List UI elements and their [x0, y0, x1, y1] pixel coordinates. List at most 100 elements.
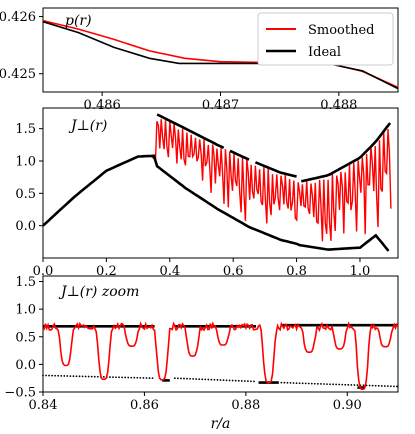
zoom-ytick-label: 0.0	[15, 358, 36, 373]
zoom-ideal-dot	[109, 376, 111, 378]
zoom-ideal-dot	[320, 383, 322, 385]
zoom-xtick-label: 0.88	[231, 398, 260, 413]
zoom-ideal-dot	[383, 385, 386, 387]
zoom-ideal-dot	[72, 375, 75, 378]
zoom-ideal-dot	[283, 381, 286, 384]
current-xtick-label: 0.0	[33, 264, 54, 279]
pressure-ytick-label: 0.426	[0, 10, 36, 25]
zoom-ideal-dot	[310, 382, 313, 385]
zoom-ideal-dot	[75, 375, 78, 378]
zoom-ideal-dot	[329, 383, 331, 386]
zoom-ideal-dot	[87, 375, 90, 378]
pressure-ticks: 0.486 0.487 0.488 0.425 0.426	[0, 10, 357, 113]
zoom-ideal-dot	[69, 375, 72, 378]
zoom-ideal-dot	[338, 383, 341, 386]
zoom-ideal-dot	[386, 385, 389, 388]
zoom-ideal-dot	[145, 377, 148, 379]
zoom-ytick-label: 1.5	[15, 275, 36, 290]
zoom-ideal-dot	[362, 384, 365, 387]
zoom-ideal-dot	[246, 380, 249, 383]
zoom-ideal-dot	[139, 376, 142, 379]
zoom-ideal-dot	[186, 377, 188, 380]
zoom-ideal-dot	[219, 379, 222, 381]
zoom-xtick-label: 0.90	[333, 398, 362, 413]
zoom-ideal-dot	[390, 385, 392, 388]
zoom-ideal-dot	[353, 384, 356, 386]
zoom-ideal-dot	[66, 375, 69, 377]
zoom-ideal-dot	[313, 382, 316, 385]
zoom-ideal-dot	[127, 376, 130, 379]
legend-ideal-label: Ideal	[308, 45, 341, 60]
zoom-ideal-dot	[231, 379, 234, 382]
zoom-ideal-dot	[216, 379, 219, 381]
pressure-plot-area	[42, 19, 399, 90]
zoom-ideal-dot	[189, 377, 191, 380]
current-ticks: 0.0 0.2 0.4 0.6 0.8 1.0 0.0 0.5 1.0 1.5	[15, 122, 370, 279]
pressure-panel-label: p(r)	[65, 13, 92, 29]
current-ideal-upper-segment	[301, 122, 392, 183]
zoom-ideal-dot	[48, 374, 50, 377]
zoom-ideal-dot	[142, 377, 145, 379]
current-ytick-label: 0.0	[15, 219, 36, 234]
zoom-ideal-dot	[250, 380, 252, 383]
zoom-ideal-dot	[380, 385, 383, 387]
zoom-ideal-dot	[332, 383, 334, 386]
zoom-ideal-dot	[151, 377, 154, 380]
x-axis-label: r/a	[211, 416, 231, 432]
current-plot-area	[42, 113, 392, 252]
current-ideal-lower-branch	[42, 154, 390, 252]
zoom-xtick-label: 0.86	[130, 398, 159, 413]
zoom-ideal-dot	[201, 378, 204, 381]
zoom-ideal-dot	[93, 375, 96, 378]
zoom-ideal-dot	[301, 382, 304, 385]
zoom-ideal-dot	[173, 377, 176, 380]
zoom-ytick-label: 1.0	[15, 303, 36, 318]
zoom-plot-area	[42, 321, 399, 391]
pressure-xtick-label: 0.487	[202, 98, 239, 113]
zoom-ideal-dot	[136, 376, 139, 379]
zoom-ideal-dot	[42, 374, 44, 377]
zoom-ideal-dot	[177, 377, 179, 380]
zoom-axes-frame	[42, 275, 399, 393]
zoom-ideal-dot	[243, 380, 246, 382]
zoom-ideal-dot	[292, 382, 295, 384]
zoom-ideal-dot	[124, 376, 127, 379]
zoom-ideal-dot	[396, 385, 398, 388]
current-panel-label: J⊥(r)	[68, 118, 107, 134]
zoom-ideal-dot	[295, 382, 298, 385]
zoom-ideal-dot	[225, 379, 228, 382]
zoom-ideal-dot	[115, 376, 117, 379]
zoom-ideal-dot	[323, 383, 325, 385]
zoom-ideal-dot	[198, 378, 201, 381]
zoom-ideal-dot	[207, 378, 210, 381]
pressure-ytick-label: 0.425	[0, 67, 36, 82]
pressure-xtick-label: 0.488	[320, 98, 357, 113]
zoom-ideal-dot	[121, 376, 124, 379]
pressure-panel: 0.486 0.487 0.488 0.425 0.426 p(r) Smoothed …	[0, 7, 399, 113]
zoom-ideal-dot	[183, 377, 185, 380]
current-xtick-label: 0.4	[159, 264, 180, 279]
zoom-ideal-dot	[341, 383, 344, 386]
zoom-ideal-dot	[368, 384, 371, 387]
zoom-ideal-dot	[237, 379, 240, 382]
zoom-ideal-dot	[60, 374, 63, 377]
zoom-ideal-dot	[204, 378, 207, 381]
zoom-ytick-label: 0.5	[15, 330, 36, 345]
zoom-ideal-dot	[195, 378, 198, 380]
zoom-ideal-dot	[304, 382, 307, 385]
zoom-panel: 0.84 0.86 0.88 0.90 −0.5 0.0 0.5 1.0 1.5 J⊥(r) z…	[4, 275, 399, 432]
current-ytick-label: 1.0	[15, 155, 36, 170]
zoom-ideal-dot	[54, 374, 57, 377]
current-ytick-label: 0.5	[15, 187, 36, 202]
zoom-ideal-dot	[118, 376, 120, 379]
current-xtick-label: 1.0	[350, 264, 371, 279]
zoom-ideal-dot	[307, 382, 310, 385]
zoom-ideal-dot	[374, 384, 377, 387]
current-xtick-label: 0.2	[96, 264, 117, 279]
legend: Smoothed Ideal	[257, 12, 394, 66]
zoom-ideal-dot	[371, 384, 374, 387]
zoom-ideal-dot	[234, 379, 237, 382]
zoom-smoothed-line	[42, 321, 399, 391]
zoom-ideal-dot	[222, 379, 225, 382]
